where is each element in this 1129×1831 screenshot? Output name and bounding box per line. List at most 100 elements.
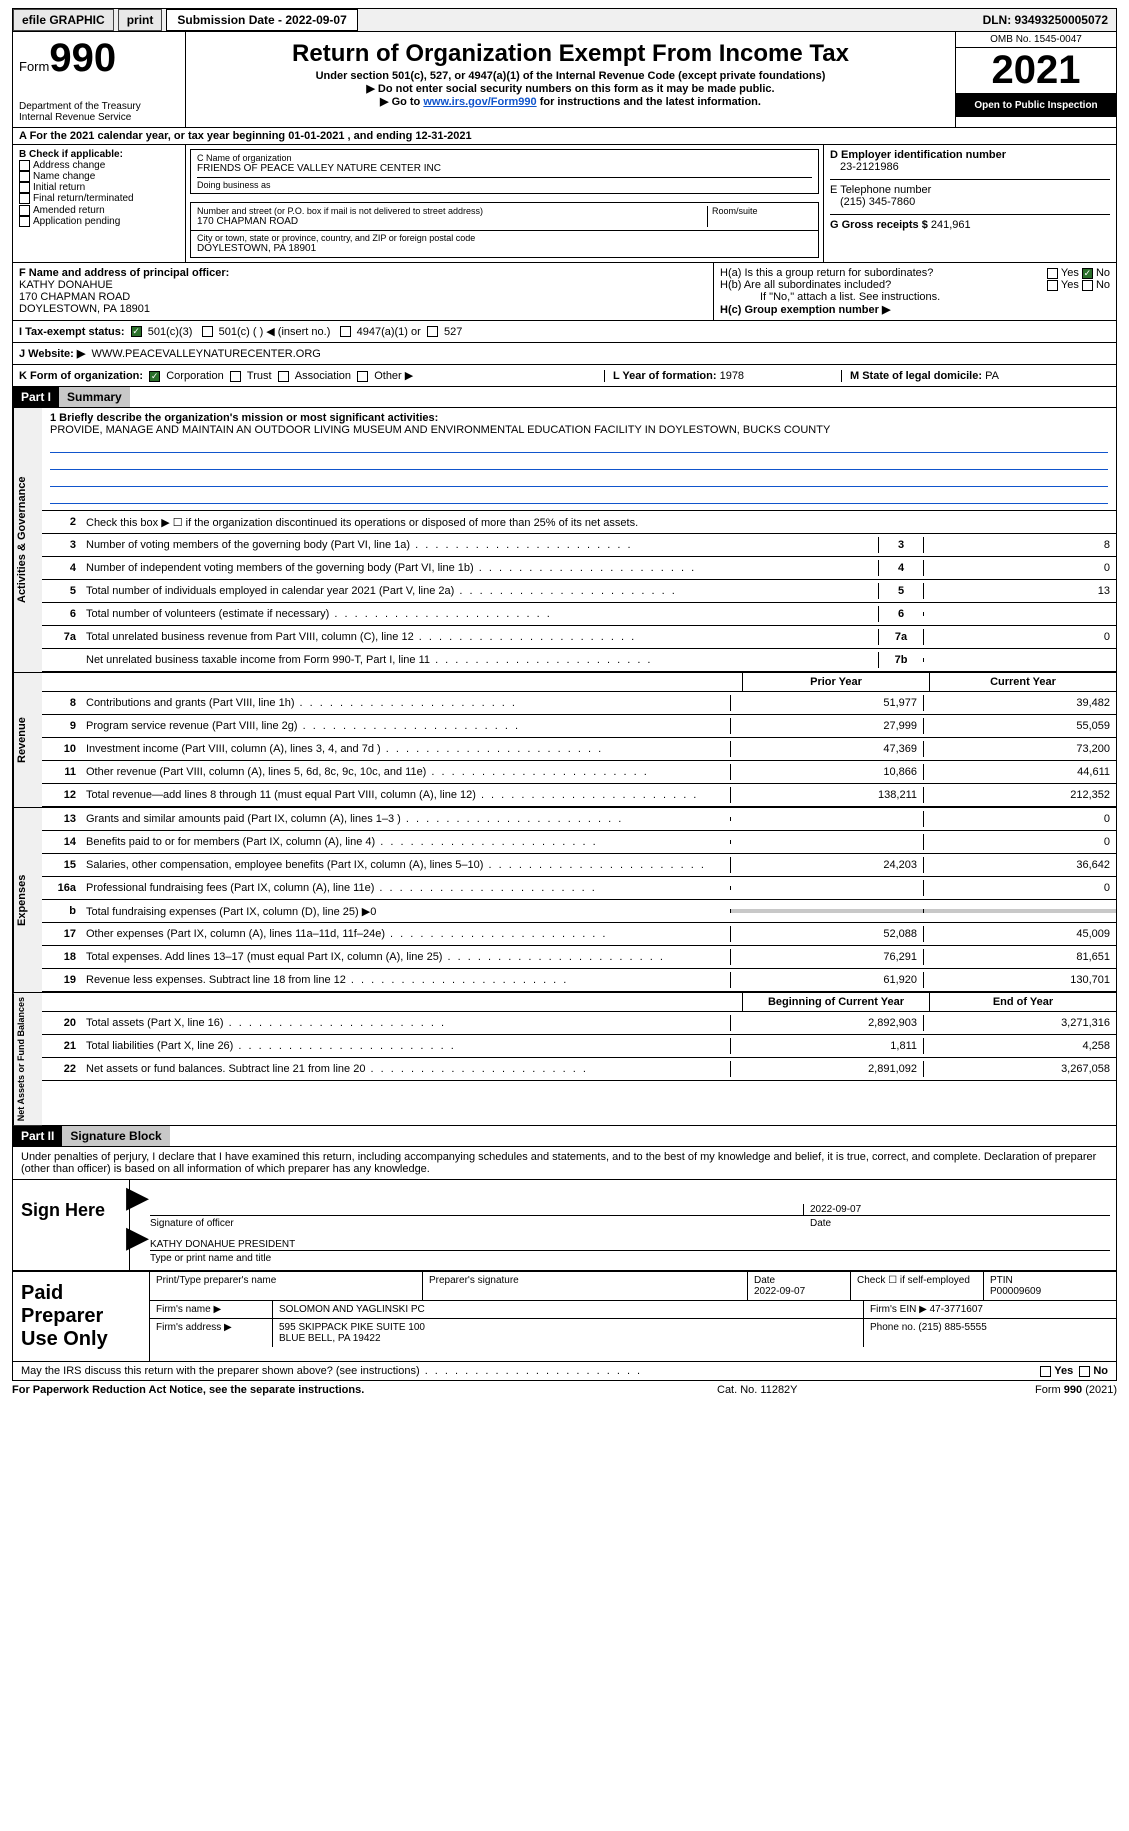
chk-assoc[interactable] <box>278 370 292 382</box>
vtab-revenue: Revenue <box>13 673 42 807</box>
part2-header: Part II <box>13 1126 62 1146</box>
year-formation: 1978 <box>720 370 744 382</box>
officer-name: KATHY DONAHUE <box>19 279 113 291</box>
chk-pending[interactable] <box>19 216 33 227</box>
row-j-website: J Website: ▶ WWW.PEACEVALLEYNATURECENTER… <box>12 343 1117 365</box>
state-domicile: PA <box>985 370 999 382</box>
paid-prep-label: Paid Preparer Use Only <box>13 1272 150 1361</box>
net-line: 22Net assets or fund balances. Subtract … <box>42 1058 1116 1081</box>
form-header: Form990 Department of the Treasury Inter… <box>12 32 1117 128</box>
ha-yes[interactable] <box>1047 267 1061 279</box>
part1-header: Part I <box>13 387 59 407</box>
exp-line: 17Other expenses (Part IX, column (A), l… <box>42 923 1116 946</box>
row-a-calendar: A For the 2021 calendar year, or tax yea… <box>12 128 1117 145</box>
omb-number: OMB No. 1545-0047 <box>956 32 1116 48</box>
part1-title: Summary <box>59 387 130 407</box>
block-bcd: B Check if applicable: Address change Na… <box>12 145 1117 262</box>
chk-501c[interactable] <box>202 326 216 338</box>
summary-governance: Activities & Governance 1 Briefly descri… <box>12 408 1117 673</box>
vtab-netassets: Net Assets or Fund Balances <box>13 993 42 1125</box>
chk-other[interactable] <box>357 370 371 382</box>
declaration-text: Under penalties of perjury, I declare th… <box>13 1147 1116 1180</box>
rev-line: 8Contributions and grants (Part VIII, li… <box>42 692 1116 715</box>
submission-date: Submission Date - 2022-09-07 <box>166 9 357 31</box>
part2-title: Signature Block <box>62 1126 169 1146</box>
arrow-icon: ▶ <box>126 1180 149 1215</box>
form-number: Form990 <box>19 36 179 81</box>
form-subtitle: Under section 501(c), 527, or 4947(a)(1)… <box>192 70 949 82</box>
open-public: Open to Public Inspection <box>956 94 1116 117</box>
firm-phone: (215) 885-5555 <box>918 1322 986 1333</box>
officer-name-print: KATHY DONAHUE PRESIDENT <box>150 1239 1110 1250</box>
form-title: Return of Organization Exempt From Incom… <box>192 40 949 68</box>
ein-value: 23-2121986 <box>830 161 899 173</box>
summary-netassets: Net Assets or Fund Balances Beginning of… <box>12 993 1117 1126</box>
exp-line: 16aProfessional fundraising fees (Part I… <box>42 877 1116 900</box>
gov-line: Net unrelated business taxable income fr… <box>42 649 1116 672</box>
org-address: 170 CHAPMAN ROAD <box>197 216 707 227</box>
gov-line: 4Number of independent voting members of… <box>42 557 1116 580</box>
exp-line: 19Revenue less expenses. Subtract line 1… <box>42 969 1116 992</box>
summary-expenses: Expenses 13Grants and similar amounts pa… <box>12 808 1117 993</box>
signature-section: Under penalties of perjury, I declare th… <box>12 1147 1117 1271</box>
summary-revenue: Revenue Prior YearCurrent Year 8Contribu… <box>12 673 1117 808</box>
dept-treasury: Department of the Treasury Internal Reve… <box>19 101 179 123</box>
gov-line: 5Total number of individuals employed in… <box>42 580 1116 603</box>
hb-no[interactable] <box>1082 279 1096 291</box>
paid-preparer: Paid Preparer Use Only Print/Type prepar… <box>12 1271 1117 1362</box>
firm-name: SOLOMON AND YAGLINSKI PC <box>273 1301 864 1318</box>
net-line: 20Total assets (Part X, line 16) 2,892,9… <box>42 1012 1116 1035</box>
mission-text: PROVIDE, MANAGE AND MAINTAIN AN OUTDOOR … <box>50 424 830 436</box>
dln-number: DLN: 93493250005072 <box>983 13 1116 27</box>
tax-year: 2021 <box>956 48 1116 94</box>
arrow-icon-2: ▶ <box>126 1220 149 1255</box>
ssn-note: Do not enter social security numbers on … <box>192 82 949 95</box>
chk-trust[interactable] <box>230 370 244 382</box>
chk-amended[interactable] <box>19 205 33 216</box>
exp-line: bTotal fundraising expenses (Part IX, co… <box>42 900 1116 923</box>
firm-addr1: 595 SKIPPACK PIKE SUITE 100 <box>279 1322 425 1333</box>
chk-initial[interactable] <box>19 182 33 193</box>
rev-line: 12Total revenue—add lines 8 through 11 (… <box>42 784 1116 807</box>
chk-name[interactable] <box>19 171 33 182</box>
page-footer: For Paperwork Reduction Act Notice, see … <box>12 1381 1117 1399</box>
exp-line: 13Grants and similar amounts paid (Part … <box>42 808 1116 831</box>
gov-line: 3Number of voting members of the governi… <box>42 534 1116 557</box>
org-name: FRIENDS OF PEACE VALLEY NATURE CENTER IN… <box>197 163 812 174</box>
col-b-checkboxes: B Check if applicable: Address change Na… <box>13 145 186 262</box>
hb-yes[interactable] <box>1047 279 1061 291</box>
exp-line: 18Total expenses. Add lines 13–17 (must … <box>42 946 1116 969</box>
efile-button[interactable]: efile GRAPHIC <box>13 9 114 31</box>
gov-line: 6Total number of volunteers (estimate if… <box>42 603 1116 626</box>
ha-no[interactable] <box>1082 267 1096 279</box>
gross-receipts: 241,961 <box>931 219 971 231</box>
website-value: WWW.PEACEVALLEYNATURECENTER.ORG <box>91 348 320 360</box>
firm-addr2: BLUE BELL, PA 19422 <box>279 1333 381 1344</box>
chk-address[interactable] <box>19 160 33 171</box>
rev-line: 9Program service revenue (Part VIII, lin… <box>42 715 1116 738</box>
col-d-ein: D Employer identification number 23-2121… <box>823 145 1116 262</box>
print-button[interactable]: print <box>118 9 163 31</box>
top-toolbar: efile GRAPHIC print Submission Date - 20… <box>12 8 1117 32</box>
firm-ein: 47-3771607 <box>930 1304 983 1315</box>
chk-4947[interactable] <box>340 326 354 338</box>
rev-line: 11Other revenue (Part VIII, column (A), … <box>42 761 1116 784</box>
chk-corp[interactable] <box>149 370 163 382</box>
chk-527[interactable] <box>427 326 441 338</box>
net-line: 21Total liabilities (Part X, line 26) 1,… <box>42 1035 1116 1058</box>
ptin-value: P00009609 <box>990 1286 1041 1297</box>
irs-link[interactable]: www.irs.gov/Form990 <box>423 96 536 108</box>
org-city: DOYLESTOWN, PA 18901 <box>197 243 812 254</box>
rev-line: 10Investment income (Part VIII, column (… <box>42 738 1116 761</box>
col-c-org: C Name of organization FRIENDS OF PEACE … <box>186 145 823 262</box>
discuss-no[interactable] <box>1079 1365 1093 1377</box>
gov-line: 7aTotal unrelated business revenue from … <box>42 626 1116 649</box>
goto-note: Go to www.irs.gov/Form990 for instructio… <box>192 95 949 108</box>
vtab-governance: Activities & Governance <box>13 408 42 672</box>
row-k-form-org: K Form of organization: Corporation Trus… <box>12 365 1117 387</box>
block-fh: F Name and address of principal officer:… <box>12 262 1117 321</box>
chk-501c3[interactable] <box>131 326 145 338</box>
vtab-expenses: Expenses <box>13 808 42 992</box>
chk-final[interactable] <box>19 194 33 205</box>
discuss-yes[interactable] <box>1040 1365 1054 1377</box>
